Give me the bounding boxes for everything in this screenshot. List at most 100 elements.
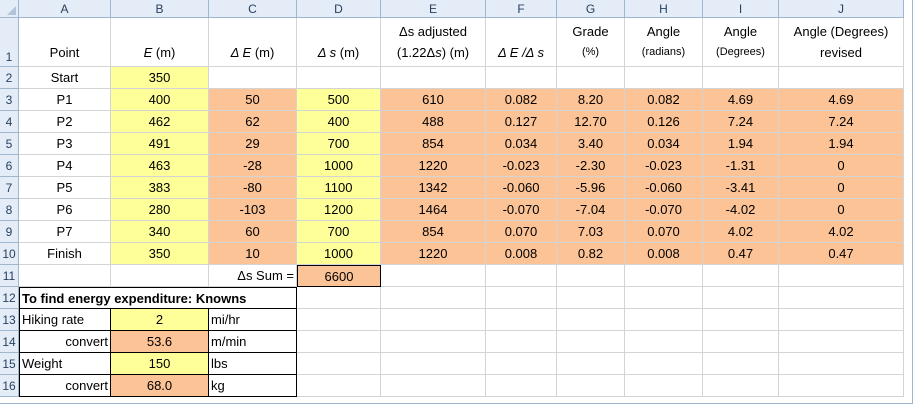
cell-empty[interactable] [625, 375, 703, 397]
cell-empty[interactable] [779, 309, 904, 331]
cell-grade[interactable]: -7.04 [557, 199, 625, 221]
cell-distance-adjusted[interactable]: 1464 [381, 199, 486, 221]
sum-value[interactable]: 6600 [297, 265, 381, 287]
cell-delta-distance[interactable]: 700 [297, 133, 381, 155]
known-weight-unit[interactable]: lbs [209, 353, 297, 375]
cell-delta-elevation[interactable]: 10 [209, 243, 297, 265]
column-header-i[interactable]: I [703, 0, 779, 18]
cell-point[interactable]: P3 [19, 133, 111, 155]
cell-empty[interactable] [703, 375, 779, 397]
known-hiking-rate-label[interactable]: Hiking rate [19, 309, 111, 331]
cell-empty[interactable] [557, 353, 625, 375]
cell-empty[interactable] [625, 287, 703, 309]
cell-delta-distance[interactable]: 1000 [297, 155, 381, 177]
cell-empty[interactable] [779, 265, 904, 287]
cell-angle-degrees[interactable]: -1.31 [703, 155, 779, 177]
cell-grade[interactable]: -5.96 [557, 177, 625, 199]
cell-point[interactable]: Finish [19, 243, 111, 265]
header-delta-distance[interactable]: Δ s (m) [297, 18, 381, 67]
sum-label[interactable]: Δs Sum = [209, 265, 297, 287]
cell-empty[interactable] [625, 331, 703, 353]
cell-empty[interactable] [625, 309, 703, 331]
known-hiking-rate-value[interactable]: 2 [111, 309, 209, 331]
cell-empty[interactable] [381, 353, 486, 375]
cell-empty[interactable] [625, 67, 703, 89]
cell-grade[interactable]: -2.30 [557, 155, 625, 177]
cell-empty[interactable] [703, 353, 779, 375]
cell-elevation[interactable]: 463 [111, 155, 209, 177]
cell-delta-distance[interactable]: 1200 [297, 199, 381, 221]
cell-delta-elevation[interactable]: -80 [209, 177, 297, 199]
cell-distance-adjusted[interactable]: 1220 [381, 155, 486, 177]
cell-distance-adjusted[interactable]: 1342 [381, 177, 486, 199]
header-angle-degrees[interactable]: Angle (Degrees) [703, 18, 779, 67]
row-header-2[interactable]: 2 [0, 67, 19, 89]
knowns-title[interactable]: To find energy expenditure: Knowns [19, 287, 297, 309]
header-angle-radians[interactable]: Angle (radians) [625, 18, 703, 67]
cell-delta-distance[interactable]: 1000 [297, 243, 381, 265]
column-header-j[interactable]: J [779, 0, 904, 18]
cell-point[interactable]: P7 [19, 221, 111, 243]
column-header-a[interactable]: A [19, 0, 111, 18]
cell-ratio[interactable]: 0.127 [486, 111, 557, 133]
column-header-d[interactable]: D [297, 0, 381, 18]
cell-empty[interactable] [779, 331, 904, 353]
row-header-13[interactable]: 13 [0, 309, 19, 331]
cell-empty[interactable] [297, 309, 381, 331]
cell-empty[interactable] [779, 375, 904, 397]
cell-grade[interactable]: 3.40 [557, 133, 625, 155]
row-header-6[interactable]: 6 [0, 155, 19, 177]
cell-point[interactable]: Start [19, 67, 111, 89]
cell-point[interactable]: P2 [19, 111, 111, 133]
cell-point[interactable]: P6 [19, 199, 111, 221]
cell-angle-revised[interactable]: 0 [779, 177, 904, 199]
cell-distance-adjusted[interactable]: 1220 [381, 243, 486, 265]
cell-empty[interactable] [381, 287, 486, 309]
cell-empty[interactable] [486, 331, 557, 353]
cell-grade[interactable]: 8.20 [557, 89, 625, 111]
known-hiking-rate-unit[interactable]: mi/hr [209, 309, 297, 331]
cell-empty[interactable] [297, 67, 381, 89]
cell-empty[interactable] [779, 287, 904, 309]
cell-empty[interactable] [625, 353, 703, 375]
column-header-g[interactable]: G [557, 0, 625, 18]
header-elevation[interactable]: E (m) [111, 18, 209, 67]
cell-delta-elevation[interactable]: 50 [209, 89, 297, 111]
known-weight-convert-value[interactable]: 68.0 [111, 375, 209, 397]
row-header-5[interactable]: 5 [0, 133, 19, 155]
cell-angle-revised[interactable]: 4.02 [779, 221, 904, 243]
cell-angle-radians[interactable]: 0.034 [625, 133, 703, 155]
cell-delta-distance[interactable]: 500 [297, 89, 381, 111]
row-header-9[interactable]: 9 [0, 221, 19, 243]
cell-empty[interactable] [557, 375, 625, 397]
cell-elevation[interactable]: 280 [111, 199, 209, 221]
cell-empty[interactable] [486, 309, 557, 331]
cell-empty[interactable] [557, 309, 625, 331]
cell-angle-degrees[interactable]: 4.02 [703, 221, 779, 243]
known-weight-convert-label[interactable]: convert [19, 375, 111, 397]
cell-empty[interactable] [297, 353, 381, 375]
row-header-12[interactable]: 12 [0, 287, 19, 309]
header-grade[interactable]: Grade (%) [557, 18, 625, 67]
cell-ratio[interactable]: 0.070 [486, 221, 557, 243]
cell-angle-radians[interactable]: -0.070 [625, 199, 703, 221]
cell-angle-radians[interactable]: -0.060 [625, 177, 703, 199]
cell-empty[interactable] [486, 287, 557, 309]
cell-point[interactable]: P5 [19, 177, 111, 199]
known-weight-value[interactable]: 150 [111, 353, 209, 375]
cell-empty[interactable] [381, 375, 486, 397]
cell-grade[interactable]: 0.82 [557, 243, 625, 265]
cell-delta-elevation[interactable]: -103 [209, 199, 297, 221]
row-header-10[interactable]: 10 [0, 243, 19, 265]
cell-ratio[interactable]: -0.060 [486, 177, 557, 199]
cell-angle-degrees[interactable]: 0.47 [703, 243, 779, 265]
cell-empty[interactable] [779, 353, 904, 375]
cell-angle-radians[interactable]: 0.008 [625, 243, 703, 265]
column-header-e[interactable]: E [381, 0, 486, 18]
column-header-f[interactable]: F [486, 0, 557, 18]
cell-elevation[interactable]: 383 [111, 177, 209, 199]
select-all-corner[interactable] [0, 0, 19, 18]
row-header-8[interactable]: 8 [0, 199, 19, 221]
cell-empty[interactable] [779, 67, 904, 89]
known-rate-convert-unit[interactable]: m/min [209, 331, 297, 353]
